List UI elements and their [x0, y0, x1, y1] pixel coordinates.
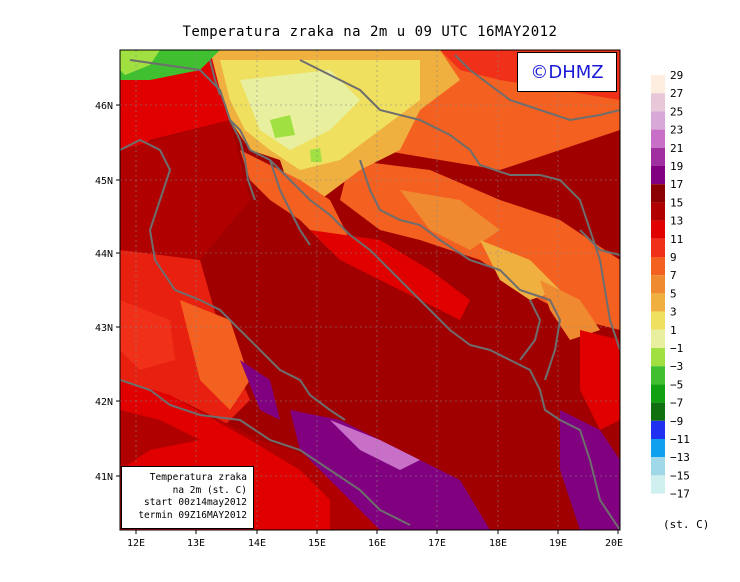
legend-swatch	[651, 166, 665, 185]
legend-swatch	[651, 311, 665, 330]
legend-level-label: 25	[670, 105, 683, 118]
lat-label: 44N	[95, 249, 113, 260]
lon-label: 19E	[549, 538, 567, 549]
lat-label: 41N	[95, 472, 113, 483]
map-title: Temperatura zraka na 2m u 09 UTC 16MAY20…	[182, 24, 558, 40]
legend-level-label: −17	[670, 488, 690, 501]
legend-swatch	[651, 457, 665, 476]
lat-label: 43N	[95, 323, 113, 334]
legend-level-label: 5	[670, 287, 677, 300]
legend-level-label: 29	[670, 69, 683, 82]
legend-swatch	[651, 275, 665, 294]
coastlines-and-borders	[120, 54, 620, 530]
legend-swatch	[651, 75, 665, 94]
legend-swatch	[651, 384, 665, 403]
legend-swatch	[651, 129, 665, 148]
latitude-labels: 41N 42N 43N 44N 45N 46N	[95, 101, 113, 483]
legend-level-label: 21	[670, 142, 683, 155]
dhmz-logo: ©DHMZ	[517, 52, 617, 92]
legend-level-label: 15	[670, 196, 683, 209]
axis-ticks	[116, 104, 619, 534]
temperature-field	[120, 50, 620, 530]
legend-level-label: −1	[670, 342, 683, 355]
legend-swatch	[651, 220, 665, 239]
info-line: start 00z14may2012	[144, 497, 247, 508]
legend-swatch	[651, 420, 665, 439]
legend-level-label: −13	[670, 451, 690, 464]
legend-level-label: 19	[670, 160, 683, 173]
legend-level-label: 9	[670, 251, 677, 264]
legend-swatch	[651, 402, 665, 421]
legend-level-label: 3	[670, 306, 677, 319]
legend-swatch	[651, 238, 665, 257]
legend-swatch	[651, 439, 665, 458]
legend-level-label: −9	[670, 415, 683, 428]
lon-label: 13E	[187, 538, 205, 549]
legend-swatch	[651, 202, 665, 221]
longitude-labels: 12E 13E 14E 15E 16E 17E 18E 19E 20E	[127, 538, 623, 549]
grid-lines	[120, 50, 620, 530]
legend-swatch	[651, 111, 665, 130]
legend-level-label: 11	[670, 233, 683, 246]
info-line: Temperatura zraka	[149, 472, 247, 483]
lon-label: 20E	[605, 538, 623, 549]
lon-label: 12E	[127, 538, 145, 549]
legend-labels: 29 27 25 23 21 19 17 15 13 11 9 7 5 3 1 −1 −3 −5 −7 −9 −11 −1…	[670, 69, 690, 501]
legend-swatch	[651, 257, 665, 276]
legend-level-label: 1	[670, 324, 677, 337]
legend-level-label: 17	[670, 178, 683, 191]
info-line: na 2m (st. C)	[172, 484, 247, 496]
legend-level-label: −7	[670, 397, 683, 410]
map-frame	[119, 49, 621, 531]
legend-swatch	[651, 184, 665, 203]
legend-swatch	[651, 348, 665, 367]
lon-label: 18E	[489, 538, 507, 549]
legend-level-label: 23	[670, 124, 683, 137]
lon-label: 17E	[428, 538, 446, 549]
legend-level-label: 27	[670, 87, 683, 100]
lon-label: 15E	[308, 538, 326, 549]
legend-level-label: 7	[670, 269, 677, 282]
lat-label: 42N	[95, 397, 113, 408]
legend-level-label: 13	[670, 215, 683, 228]
legend-color-bar	[651, 75, 665, 494]
legend-unit: (st. C)	[663, 518, 709, 531]
lon-label: 14E	[248, 538, 266, 549]
legend-swatch	[651, 293, 665, 312]
legend-swatch	[651, 329, 665, 348]
legend-level-label: −11	[670, 433, 690, 446]
info-line: termin 09Z16MAY2012	[138, 509, 247, 521]
legend-level-label: −3	[670, 360, 683, 373]
lat-label: 45N	[95, 176, 113, 187]
lat-label: 46N	[95, 101, 113, 112]
info-box: Temperatura zraka na 2m (st. C) start 00…	[121, 466, 254, 529]
legend-swatch	[651, 93, 665, 112]
legend-swatch	[651, 366, 665, 385]
legend-level-label: −5	[670, 378, 683, 391]
legend-swatch	[651, 147, 665, 166]
lon-label: 16E	[368, 538, 386, 549]
legend-level-label: −15	[670, 469, 690, 482]
legend-swatch	[651, 475, 665, 494]
